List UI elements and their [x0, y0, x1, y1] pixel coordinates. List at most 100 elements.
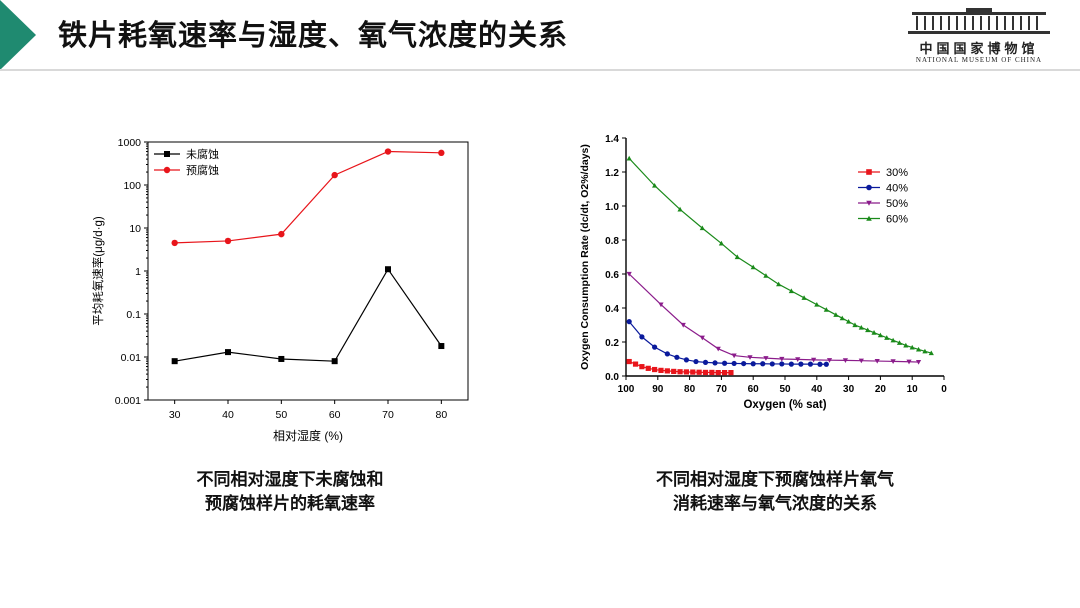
y-tick-label: 1000 — [118, 137, 142, 149]
data-point — [795, 357, 801, 362]
data-point — [702, 359, 709, 365]
data-point — [658, 302, 664, 308]
data-point — [690, 369, 696, 375]
data-point — [699, 335, 705, 341]
legend-label-3: 50% — [886, 198, 908, 210]
data-point — [652, 344, 658, 350]
data-point — [731, 353, 737, 359]
data-point — [385, 266, 391, 273]
x-tick-label: 70 — [716, 384, 728, 395]
left-caption-line-2: 预腐蚀样片的耗氧速率 — [205, 494, 375, 514]
x-tick-label: 50 — [275, 409, 287, 421]
data-point — [693, 358, 699, 365]
data-point — [823, 361, 829, 367]
legend-marker-4 — [866, 215, 872, 221]
logo-chinese-name: 中国国家博物馆 — [919, 42, 1039, 57]
x-tick-label: 40 — [222, 409, 234, 421]
data-point — [928, 350, 934, 356]
data-point — [865, 327, 871, 333]
data-point — [915, 346, 922, 352]
data-point — [652, 183, 658, 188]
data-point — [699, 225, 705, 231]
data-point — [890, 359, 896, 364]
data-point — [632, 361, 639, 367]
data-point — [874, 358, 880, 364]
plot-frame — [147, 141, 469, 401]
x-tick-label: 30 — [843, 384, 855, 395]
data-point — [896, 340, 903, 345]
data-point — [922, 348, 928, 354]
data-point — [747, 355, 753, 360]
y-tick-label: 0.6 — [605, 270, 619, 281]
legend-marker-3 — [866, 200, 872, 206]
data-point — [779, 361, 785, 367]
y-tick-label: 0.8 — [605, 236, 619, 247]
x-tick-label: 0 — [941, 384, 947, 395]
data-point — [639, 364, 645, 370]
data-point — [626, 319, 632, 325]
y-tick-label: 0.001 — [115, 395, 141, 407]
data-point — [645, 365, 651, 371]
y-tick-label: 1 — [135, 266, 141, 278]
data-point — [278, 230, 285, 238]
y-tick-label: 0.0 — [605, 372, 619, 383]
y-tick-label: 0.2 — [605, 338, 619, 349]
data-point — [639, 334, 645, 340]
data-point — [877, 332, 883, 338]
data-point — [718, 240, 724, 246]
data-point — [915, 359, 922, 365]
x-tick-label: 50 — [779, 384, 791, 395]
data-point — [846, 319, 852, 324]
left-caption-line-1: 不同相对湿度下未腐蚀和 — [196, 470, 384, 490]
x-tick-label: 80 — [684, 384, 696, 395]
logo-english-name: NATIONAL MUSEUM OF CHINA — [915, 56, 1043, 64]
x-tick-label: 70 — [382, 409, 394, 421]
data-point — [671, 368, 677, 375]
x-tick-label: 100 — [618, 384, 635, 395]
data-point — [715, 370, 721, 376]
right-caption-line-1: 不同相对湿度下预腐蚀样片氧气 — [656, 470, 894, 490]
right-chart-caption: 不同相对湿度下预腐蚀样片氧气 消耗速率与氧气浓度的关系 — [615, 468, 935, 516]
left-chart-caption: 不同相对湿度下未腐蚀和 预腐蚀样片的耗氧速率 — [140, 468, 440, 516]
data-point — [871, 330, 877, 335]
page-title: 铁片耗氧速率与湿度、氧气浓度的关系 — [58, 18, 569, 52]
data-point — [626, 155, 632, 161]
y-tick-label: 0.4 — [605, 304, 619, 315]
data-point — [674, 354, 680, 360]
data-point — [890, 337, 896, 343]
data-point — [438, 149, 445, 157]
data-point — [839, 315, 845, 321]
legend-marker-1 — [866, 169, 872, 175]
x-axis-label: 相对湿度 (%) — [273, 428, 343, 443]
data-point — [814, 302, 820, 307]
data-point — [731, 360, 737, 367]
x-tick-label: 20 — [875, 384, 887, 395]
y-tick-label: 10 — [129, 223, 141, 235]
museum-logo: 中国国家博物馆 NATIONAL MUSEUM OF CHINA — [904, 6, 1054, 66]
data-point — [171, 239, 178, 247]
data-point — [798, 361, 804, 367]
data-point — [811, 357, 817, 363]
legend-label-4: 60% — [886, 214, 908, 226]
data-point — [734, 254, 740, 260]
data-point — [826, 358, 833, 363]
data-point — [852, 322, 858, 328]
y-tick-label: 100 — [123, 180, 141, 192]
data-point — [741, 360, 747, 367]
legend-label-1: 未腐蚀 — [186, 147, 219, 161]
data-point — [858, 324, 864, 330]
x-tick-label: 60 — [748, 384, 760, 395]
y-axis-label: Oxygen Consumption Rate (dc/dt, O2%/days… — [579, 144, 591, 370]
data-point — [833, 312, 839, 317]
data-point — [626, 358, 632, 365]
right-caption-line-2: 消耗速率与氧气浓度的关系 — [673, 494, 877, 514]
data-point — [858, 358, 864, 364]
data-point — [171, 358, 178, 365]
data-point — [807, 361, 814, 367]
data-point — [702, 369, 709, 376]
x-tick-label: 30 — [169, 409, 181, 421]
data-point — [709, 369, 715, 376]
y-tick-label: 0.1 — [126, 309, 141, 321]
x-tick-label: 90 — [652, 384, 664, 395]
